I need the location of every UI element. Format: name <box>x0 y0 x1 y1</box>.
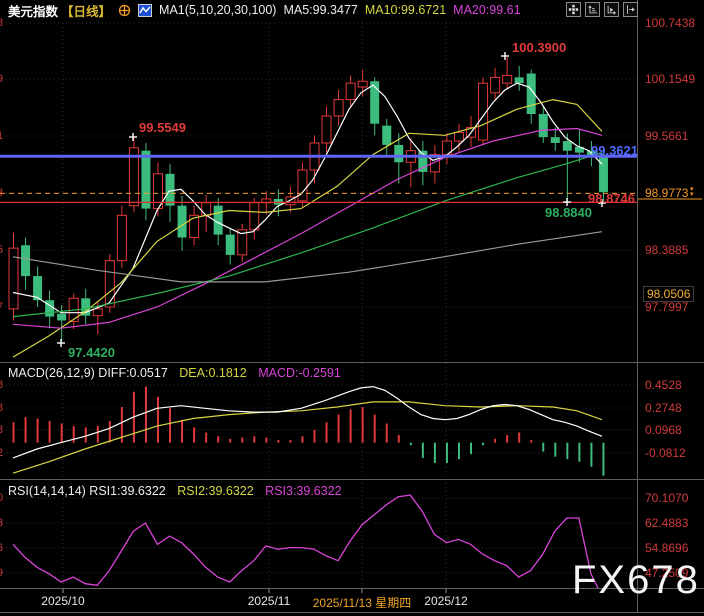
left-axis-partial-label: 8 <box>0 402 4 414</box>
price-annotation: 98.8746 <box>588 191 635 206</box>
price-annotation: 99.5549 <box>139 120 186 135</box>
price-annotation: 98.8840 <box>545 205 592 220</box>
rsi3-readout: RSI3:39.6322 <box>265 484 342 498</box>
rsi-panel-header: RSI(14,14,14) RSI1:39.6322 RSI2:39.6322 … <box>8 484 342 498</box>
layout-grid-icon[interactable] <box>566 2 581 17</box>
ma20-readout: MA20:99.61 <box>453 3 521 17</box>
y-axis-tick-label: 54.8696 <box>645 541 689 555</box>
main-panel-divider <box>0 362 704 363</box>
ma-settings-readout: MA1(5,10,20,30,100) <box>159 3 277 17</box>
left-axis-partial-label: 6 <box>0 542 4 554</box>
symbol-title: 美元指数 <box>8 4 59 19</box>
left-axis-partial-label: 0 <box>0 492 4 504</box>
left-axis-partial-label: 1 <box>0 130 4 142</box>
ma-lines-layer <box>12 82 603 358</box>
ma-line-ma20 <box>12 127 603 329</box>
left-axis-partial-label: 8 <box>0 17 4 29</box>
overlay-lines-layer[interactable] <box>0 154 702 203</box>
dea-line <box>12 401 603 474</box>
ma-line-ma100 <box>12 231 603 283</box>
rsi-layer <box>12 494 599 588</box>
y-axis-tick-label: 100.7438 <box>645 16 696 30</box>
dea-readout: DEA:0.1812 <box>179 366 247 380</box>
candles-layer <box>8 57 608 342</box>
y-axis-tick-label: 98.3885 <box>645 243 689 257</box>
x-axis-label: 2025/11/13 星期四 <box>312 596 412 610</box>
period-tag: 【日线】 <box>61 4 112 19</box>
ma5-readout: MA5:99.3477 <box>283 3 358 17</box>
y-axis-tick-label: 98.0506 <box>643 286 695 302</box>
left-axis-partial-label: 3 <box>0 187 4 199</box>
chart-toolbar <box>566 2 638 17</box>
macd-title: MACD(26,12,9) DIFF:0.0517 <box>8 366 168 380</box>
xaxis-bottom-border <box>0 612 704 613</box>
rsi2-readout: RSI2:39.6322 <box>177 484 254 498</box>
gridlines-layer <box>6 22 637 593</box>
left-axis-partial-label: 8 <box>0 424 4 436</box>
left-axis-partial-label: 8 <box>0 379 4 391</box>
left-axis-partial-label: 2 <box>0 447 4 459</box>
price-annotation: 100.3900 <box>512 40 567 55</box>
rsi-title: RSI(14,14,14) RSI1:39.6322 <box>8 484 166 498</box>
y-axis-tick-label: 99.5661 <box>645 129 689 143</box>
y-axis-tick-label: 0.4528 <box>645 378 682 392</box>
watermark: FX678 <box>572 558 700 602</box>
price-annotation: 97.4420 <box>68 345 115 360</box>
left-axis-partial-label: 5 <box>0 244 4 256</box>
rsi-line <box>12 494 599 588</box>
left-axis-partial-label: 7 <box>0 301 4 313</box>
macd-layer <box>12 385 605 476</box>
y-axis-tick-label: 97.7997 <box>645 300 689 314</box>
annotation-crosses-layer <box>57 52 606 347</box>
x-axis-scale-icon[interactable] <box>604 2 619 17</box>
y-axis-tick-label: -0.0812 <box>645 446 686 460</box>
x-axis-label: 2025/10 <box>41 594 85 608</box>
ma-line-ma30 <box>12 152 603 318</box>
mini-chart-icon[interactable] <box>138 3 153 17</box>
left-axis-partial-label: 9 <box>0 73 4 85</box>
price-axis-border <box>637 0 638 612</box>
y-axis-tick-label: 62.4883 <box>645 516 689 530</box>
macd-panel-divider <box>0 479 704 480</box>
diff-line <box>12 385 603 459</box>
chart-header: 美元指数 【日线】 MA1(5,10,20,30,100) MA5:99.3477… <box>0 0 704 20</box>
xaxis-top-border <box>0 588 704 589</box>
y-axis-tick-label: 100.1549 <box>645 72 696 86</box>
price-line-collapse-icon[interactable]: ▾ ▾ <box>690 186 694 198</box>
y-axis-tick-label: 98.9773 <box>645 186 689 200</box>
y-axis-tick-label: 70.1070 <box>645 491 689 505</box>
target-icon[interactable] <box>118 4 131 17</box>
macd-panel-header: MACD(26,12,9) DIFF:0.0517 DEA:0.1812 MAC… <box>8 366 341 380</box>
left-axis-partial-label: 9 <box>0 567 4 579</box>
left-axis-partial-label: 3 <box>0 517 4 529</box>
y-axis-scale-icon[interactable] <box>585 2 600 17</box>
macd-readout: MACD:-0.2591 <box>258 366 341 380</box>
trendline-price-label[interactable]: 99.3621 <box>591 143 638 158</box>
ma-line-ma10 <box>12 98 603 358</box>
x-axis-label: 2025/11 <box>247 594 291 608</box>
ma-line-ma5 <box>12 82 603 314</box>
ma10-readout: MA10:99.6721 <box>364 3 447 17</box>
y-axis-tick-label: 0.0968 <box>645 423 682 437</box>
y-axis-tick-label: 0.2748 <box>645 401 682 415</box>
x-axis-label: 2025/12 <box>424 594 468 608</box>
y-axis-tick-label: 47.2509 <box>645 566 689 580</box>
pan-right-icon[interactable] <box>623 2 638 17</box>
